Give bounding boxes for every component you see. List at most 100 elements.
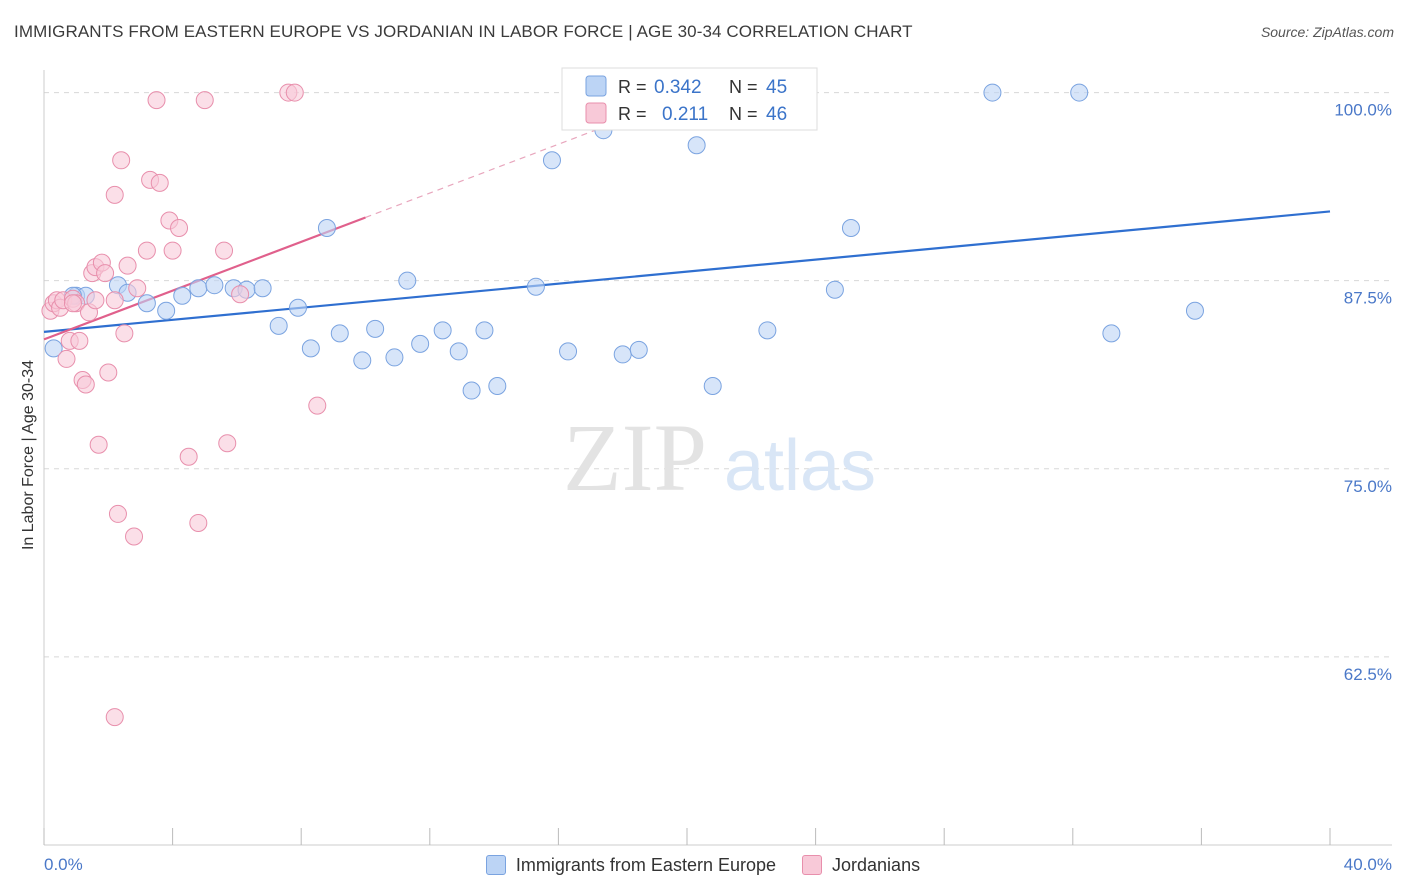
point-eastern-europe: [433, 321, 452, 340]
watermark-atlas: atlas: [724, 426, 876, 506]
point-jordanians: [115, 324, 134, 343]
point-jordanians: [105, 185, 124, 204]
point-jordanians: [86, 291, 105, 310]
grid-lines: [44, 92, 1392, 658]
point-jordanians: [125, 527, 144, 546]
point-eastern-europe: [353, 351, 372, 370]
legend-swatch-blue: [585, 75, 607, 97]
point-jordanians: [70, 331, 89, 350]
point-eastern-europe: [44, 339, 63, 358]
watermark: ZIP atlas: [563, 404, 876, 511]
point-eastern-europe: [613, 345, 632, 364]
point-jordanians: [150, 173, 169, 192]
point-eastern-europe: [983, 83, 1002, 102]
point-jordanians: [118, 256, 137, 275]
point-eastern-europe: [462, 381, 481, 400]
point-eastern-europe: [288, 298, 307, 317]
point-jordanians: [231, 285, 250, 304]
point-jordanians: [76, 375, 95, 394]
legend-item-eastern-europe[interactable]: Immigrants from Eastern Europe: [485, 854, 777, 876]
y-tick-label: 75.0%: [1344, 477, 1392, 496]
y-tick-label: 62.5%: [1344, 665, 1392, 684]
point-eastern-europe: [398, 271, 417, 290]
point-jordanians: [308, 396, 327, 415]
point-eastern-europe: [1070, 83, 1089, 102]
x-tick-min: 0.0%: [44, 855, 83, 874]
point-jordanians: [128, 279, 147, 298]
trend-line-jordanians: [43, 216, 366, 341]
legend-item-jordanians[interactable]: Jordanians: [802, 855, 920, 876]
legend-n-label-2: N =: [729, 104, 758, 124]
point-eastern-europe: [137, 294, 156, 313]
point-jordanians: [63, 294, 82, 313]
point-jordanians: [108, 504, 127, 523]
point-eastern-europe: [301, 339, 320, 358]
point-eastern-europe: [825, 280, 844, 299]
point-jordanians: [170, 219, 189, 238]
point-jordanians: [179, 447, 198, 466]
point-jordanians: [218, 434, 237, 453]
point-jordanians: [137, 241, 156, 260]
point-jordanians: [99, 363, 118, 382]
trend-line-eastern-europe: [43, 210, 1331, 333]
legend-label-eastern-europe: Immigrants from Eastern Europe: [515, 854, 777, 875]
point-eastern-europe: [205, 276, 224, 295]
legend-swatch-eastern-europe: [485, 855, 506, 875]
point-eastern-europe: [475, 321, 494, 340]
y-tick-label: 87.5%: [1344, 289, 1392, 308]
point-eastern-europe: [330, 324, 349, 343]
y-tick-labels: 100.0% 87.5% 75.0% 62.5%: [1334, 101, 1392, 684]
source-label: Source: ZipAtlas.com: [1260, 24, 1394, 40]
legend-swatch-pink: [585, 102, 607, 124]
x-tick-max: 40.0%: [1344, 855, 1392, 874]
legend-n-value-1: 45: [766, 77, 787, 98]
point-eastern-europe: [629, 340, 648, 359]
point-eastern-europe: [1185, 301, 1204, 320]
point-eastern-europe: [703, 377, 722, 396]
point-jordanians: [285, 83, 304, 102]
point-jordanians: [89, 435, 108, 454]
legend-label-jordanians: Jordanians: [832, 854, 921, 875]
point-jordanians: [215, 241, 234, 260]
point-jordanians: [163, 241, 182, 260]
point-eastern-europe: [269, 316, 288, 335]
point-eastern-europe: [1102, 324, 1121, 343]
point-eastern-europe: [526, 277, 545, 296]
point-eastern-europe: [687, 136, 706, 155]
point-jordanians: [57, 349, 76, 368]
point-eastern-europe: [559, 342, 578, 361]
point-jordanians: [147, 91, 166, 110]
y-tick-label: 100.0%: [1334, 101, 1392, 120]
legend-r-value-2: 0.211: [662, 104, 708, 125]
legend-r-label-2: R =: [618, 104, 647, 124]
watermark-zip: ZIP: [563, 404, 707, 511]
point-jordanians: [105, 708, 124, 727]
point-eastern-europe: [366, 319, 385, 338]
point-eastern-europe: [157, 301, 176, 320]
point-jordanians: [189, 513, 208, 532]
y-axis-label: In Labor Force | Age 30-34: [20, 360, 37, 550]
point-eastern-europe: [411, 334, 430, 353]
point-eastern-europe: [253, 279, 272, 298]
stats-legend: R = 0.342 N = 45 R = 0.211 N = 46: [561, 67, 818, 131]
trend-lines: [43, 107, 1331, 341]
point-eastern-europe: [449, 342, 468, 361]
legend-r-label-1: R =: [618, 77, 647, 97]
legend-n-label-1: N =: [729, 77, 758, 97]
chart-title: IMMIGRANTS FROM EASTERN EUROPE VS JORDAN…: [14, 22, 913, 41]
point-eastern-europe: [317, 219, 336, 238]
point-eastern-europe: [189, 279, 208, 298]
legend-r-value-1: 0.342: [654, 77, 702, 98]
series-legend: Immigrants from Eastern Europe Jordanian…: [0, 850, 1406, 880]
legend-n-value-2: 46: [766, 104, 787, 125]
point-jordanians: [96, 264, 115, 283]
legend-swatch-jordanians: [802, 855, 823, 875]
point-jordanians: [112, 151, 131, 170]
point-eastern-europe: [841, 219, 860, 238]
axes: [43, 70, 1392, 846]
point-eastern-europe: [758, 321, 777, 340]
point-eastern-europe: [385, 348, 404, 367]
point-eastern-europe: [542, 151, 561, 170]
point-jordanians: [195, 91, 214, 110]
